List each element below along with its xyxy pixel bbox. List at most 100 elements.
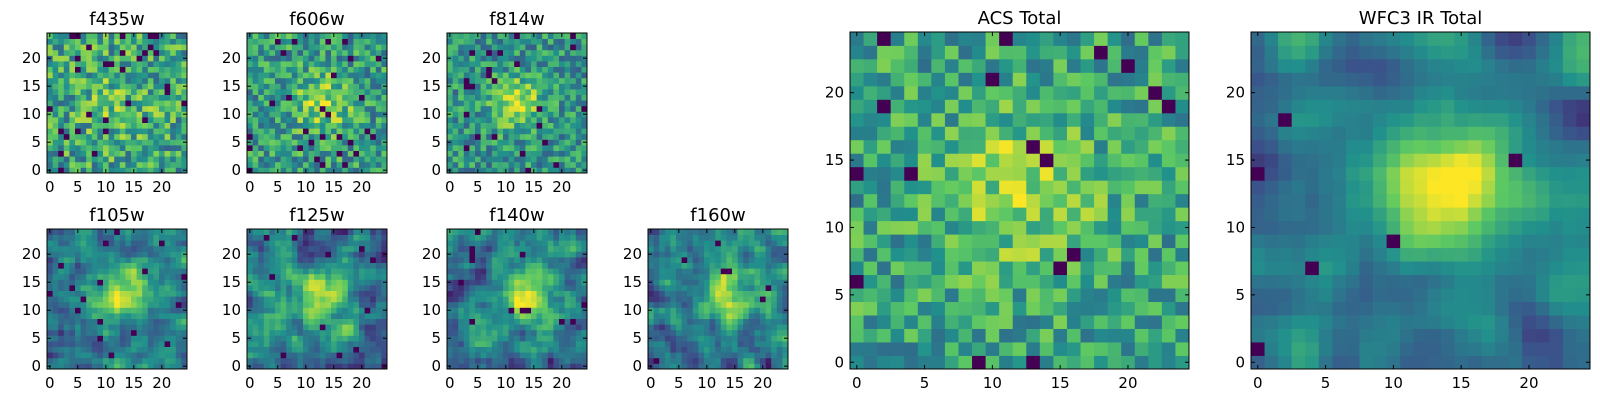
heatmap-cell	[452, 33, 459, 39]
heatmap-cell	[1148, 261, 1163, 276]
heatmap-cell	[164, 139, 171, 146]
heatmap-cell	[170, 33, 177, 39]
heatmap-cell	[347, 296, 354, 303]
heatmap-cell	[581, 301, 588, 308]
heatmap-cell	[447, 117, 453, 123]
heatmap-cell	[147, 290, 154, 297]
heatmap-cell	[491, 307, 498, 314]
heatmap-cell	[353, 245, 360, 252]
heatmap-cell	[136, 346, 143, 353]
heatmap-cell	[142, 245, 149, 252]
heatmap-cell	[676, 273, 682, 280]
heatmap-cell	[542, 61, 549, 67]
heatmap-cell	[263, 313, 270, 319]
heatmap-cell	[458, 318, 465, 325]
heatmap-cell	[119, 273, 126, 280]
heatmap-cell	[275, 341, 281, 347]
heatmap-cell	[575, 273, 582, 280]
heatmap-cell	[743, 234, 750, 241]
heatmap-cell	[75, 55, 81, 62]
heatmap-cell	[336, 363, 343, 370]
heatmap-cell	[726, 324, 733, 331]
heatmap-cell	[97, 290, 104, 297]
heatmap-cell	[475, 55, 481, 62]
heatmap-cell	[653, 273, 660, 280]
heatmap-cell	[698, 240, 705, 247]
heatmap-cell	[653, 357, 660, 364]
heatmap-cell	[1012, 355, 1027, 370]
heatmap-cell	[458, 100, 465, 107]
heatmap-cell	[653, 318, 660, 325]
heatmap-cell	[972, 234, 986, 249]
heatmap-cell	[692, 296, 699, 303]
heatmap-cell	[164, 346, 171, 353]
heatmap-cell	[263, 245, 270, 252]
heatmap-cell	[463, 296, 470, 303]
heatmap-cell	[108, 77, 115, 84]
heatmap-cell	[559, 122, 565, 129]
heatmap-cell	[458, 38, 465, 45]
heatmap-cell	[75, 145, 81, 151]
heatmap-cell	[263, 279, 270, 286]
heatmap-cell	[508, 346, 515, 353]
heatmap-cells	[648, 229, 789, 370]
heatmap-cell	[1053, 274, 1068, 289]
heatmap-cell	[75, 66, 81, 73]
heatmap-cell	[547, 111, 554, 118]
heatmap-cell	[782, 257, 789, 263]
heatmap-cell	[314, 301, 321, 308]
heatmap-cell	[771, 313, 778, 319]
heatmap-cell	[80, 313, 87, 319]
heatmap-cell	[564, 307, 571, 314]
heatmap-cell	[648, 357, 654, 364]
heatmap-cell	[108, 268, 115, 275]
heatmap-cell	[469, 296, 476, 303]
heatmap-cell	[514, 307, 521, 314]
heatmap-cell	[491, 234, 498, 241]
heatmap-cell	[570, 111, 577, 118]
heatmap-cell	[80, 38, 87, 45]
heatmap-cell	[314, 234, 321, 241]
heatmap-cell	[280, 167, 287, 174]
heatmap-cell	[347, 251, 354, 258]
heatmap-cell	[904, 301, 919, 316]
heatmap-cell	[659, 268, 666, 275]
heatmap-cell	[765, 285, 772, 291]
heatmap-cell	[469, 262, 476, 269]
y-tick-label: 10	[422, 105, 441, 123]
heatmap-cell	[252, 335, 259, 342]
heatmap-cell	[147, 167, 154, 174]
heatmap-cell	[119, 363, 126, 370]
heatmap-cell	[559, 352, 565, 359]
heatmap-cell	[119, 61, 126, 67]
heatmap-cell	[547, 273, 554, 280]
heatmap-cell	[263, 94, 270, 101]
heatmap-cell	[80, 77, 87, 84]
heatmap-cell	[698, 324, 705, 331]
heatmap-cell	[737, 279, 744, 286]
heatmap-cell	[508, 167, 515, 174]
heatmap-cell	[286, 245, 293, 252]
heatmap-cell	[47, 38, 53, 45]
heatmap-cell	[275, 273, 281, 280]
heatmap-cell	[765, 240, 772, 247]
heatmap-cell	[370, 268, 377, 275]
heatmap-cell	[653, 301, 660, 308]
heatmap-cell	[904, 180, 919, 195]
heatmap-cell	[475, 268, 481, 275]
heatmap-cell	[737, 262, 744, 269]
heatmap-cell	[698, 363, 705, 370]
heatmap-cell	[364, 111, 371, 118]
heatmap-cell	[147, 268, 154, 275]
heatmap-cell	[331, 161, 337, 168]
heatmap-cell	[542, 122, 549, 129]
heatmap-cell	[114, 44, 121, 51]
heatmap-cell	[359, 66, 365, 73]
heatmap-cell	[375, 167, 382, 174]
heatmap-cell	[353, 357, 360, 364]
heatmap-cell	[653, 313, 660, 319]
heatmap-cell	[519, 268, 526, 275]
heatmap-cell	[776, 240, 783, 247]
heatmap-cell	[653, 329, 660, 336]
heatmap-cell	[331, 273, 337, 280]
